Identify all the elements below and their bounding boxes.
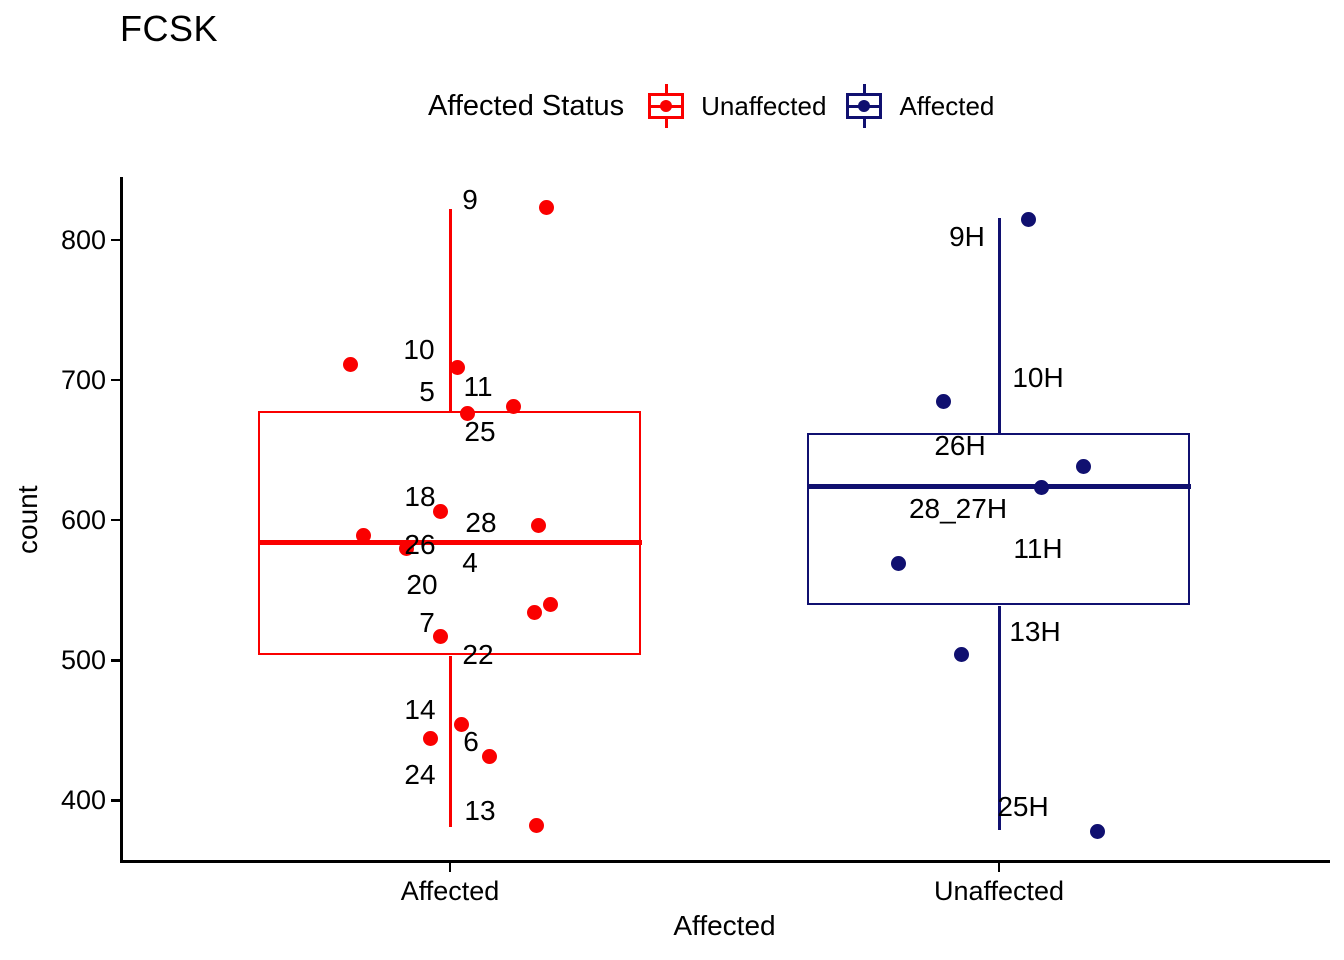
- point-label-14: 14: [404, 694, 436, 725]
- point-label-13: 13: [464, 795, 496, 826]
- x-tick-label: Unaffected: [933, 876, 1065, 906]
- data-point-24: [422, 731, 438, 747]
- point-label-6: 6: [463, 726, 479, 757]
- data-point-11H: [890, 556, 906, 572]
- data-point-28: [530, 518, 546, 534]
- legend: Affected Status Unaffected Affected: [428, 82, 994, 130]
- data-point-25: [459, 406, 475, 422]
- point-label-18: 18: [404, 481, 436, 512]
- point-label-25H: 25H: [997, 791, 1049, 822]
- legend-label: Affected: [899, 90, 995, 121]
- legend-item-unaffected: Unaffected: [648, 84, 826, 128]
- y-tick-label: 500: [60, 644, 106, 675]
- point-label-28: 28: [465, 507, 497, 538]
- point-label-28_27H: 28_27H: [908, 493, 1008, 524]
- key-whisker-bottom: [664, 118, 668, 128]
- key-whisker-top: [862, 84, 866, 94]
- point-label-20: 20: [406, 569, 438, 600]
- point-label-11H: 11H: [1013, 533, 1063, 564]
- y-tick-mark: [111, 518, 121, 522]
- y-tick-mark: [111, 659, 121, 662]
- data-point-25H: [1089, 823, 1105, 839]
- y-tick-label: 700: [60, 364, 106, 395]
- y-axis-line: [120, 177, 123, 863]
- x-axis-line: [120, 860, 1330, 863]
- data-point-18: [432, 504, 448, 520]
- data-point-9H: [1020, 211, 1036, 227]
- point-label-13H: 13H: [1009, 616, 1061, 647]
- y-tick-label: 800: [60, 224, 106, 255]
- point-label-24: 24: [404, 759, 436, 790]
- point-label-25: 25: [464, 416, 496, 447]
- x-tick-label: Affected: [400, 876, 500, 906]
- box: [258, 410, 641, 656]
- point-label-22: 22: [462, 639, 494, 670]
- point-label-10: 10: [403, 334, 435, 365]
- point-label-7: 7: [419, 607, 435, 638]
- y-tick-mark: [111, 799, 121, 802]
- data-point-26H: [1075, 459, 1091, 475]
- point-label-9: 9: [462, 184, 478, 215]
- data-point-6: [481, 749, 497, 765]
- data-point-9: [538, 200, 554, 216]
- x-tick-mark: [448, 862, 452, 872]
- whisker-lower: [997, 605, 1001, 830]
- key-point: [858, 100, 871, 112]
- y-tick-mark: [111, 238, 121, 242]
- point-label-10H: 10H: [1012, 362, 1064, 393]
- data-point-26: [398, 540, 414, 556]
- x-axis-title: Affected: [673, 910, 776, 941]
- whisker-upper: [448, 209, 452, 411]
- key-whisker-top: [664, 84, 668, 94]
- point-label-5: 5: [419, 376, 435, 407]
- data-point-14: [453, 717, 469, 733]
- data-point-13: [528, 818, 544, 834]
- point-label-11: 11: [463, 371, 493, 402]
- box: [807, 433, 1190, 605]
- boxplot-key-icon: [648, 84, 685, 128]
- data-point-11: [505, 399, 521, 415]
- data-point-10: [449, 360, 465, 375]
- point-label-26H: 26H: [934, 430, 986, 461]
- chart-title: FCSK: [120, 8, 219, 49]
- point-label-26: 26: [404, 529, 436, 560]
- data-point-4: [355, 528, 371, 544]
- y-tick-label: 600: [60, 504, 106, 535]
- whisker-upper: [997, 217, 1001, 434]
- key-whisker-bottom: [862, 118, 866, 128]
- y-tick-label: 400: [60, 784, 106, 815]
- point-label-4: 4: [462, 547, 478, 578]
- point-label-9H: 9H: [949, 221, 985, 252]
- y-tick-mark: [111, 378, 121, 382]
- median-line: [258, 540, 642, 546]
- data-point-10H: [935, 393, 951, 409]
- data-point-20: [542, 596, 558, 612]
- legend-title: Affected Status: [428, 89, 625, 122]
- data-point-13H: [953, 647, 969, 663]
- boxplot-key-icon: [846, 84, 883, 128]
- whisker-lower: [448, 656, 452, 827]
- data-point-22: [526, 605, 542, 621]
- key-point: [660, 100, 673, 112]
- legend-label: Unaffected: [701, 90, 827, 121]
- data-point-28_27H: [1033, 480, 1049, 496]
- x-tick-mark: [997, 862, 1001, 872]
- data-point-5: [342, 357, 358, 373]
- data-point-7: [432, 628, 448, 644]
- legend-item-affected: Affected: [846, 84, 994, 128]
- median-line: [807, 484, 1191, 490]
